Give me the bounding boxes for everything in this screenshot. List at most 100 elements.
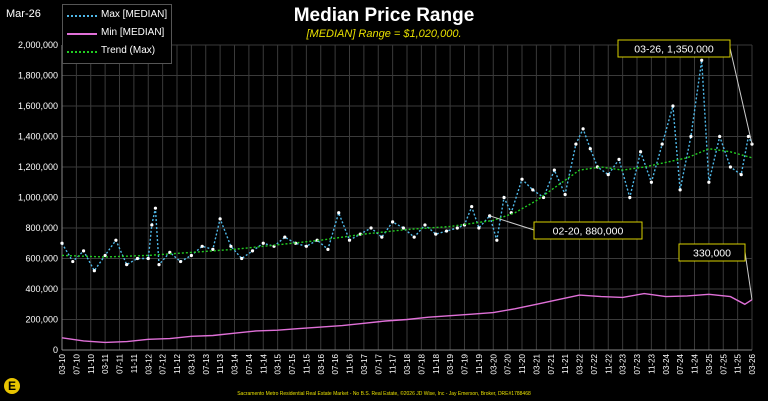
x-tick-label: 11-14	[259, 353, 268, 373]
x-tick-label: 03-17	[360, 353, 369, 374]
data-point	[391, 220, 395, 224]
data-point	[401, 226, 406, 230]
y-tick-label: 1,400,000	[18, 132, 58, 142]
data-point	[520, 177, 524, 181]
data-point	[229, 244, 233, 248]
data-point	[502, 195, 506, 200]
x-tick-label: 11-18	[432, 353, 441, 373]
annotation-label: 330,000	[693, 248, 731, 260]
data-point	[455, 226, 459, 230]
legend-swatch-max	[67, 15, 97, 17]
x-tick-label: 07-19	[461, 353, 470, 374]
data-point	[707, 180, 711, 184]
legend-swatch-trend	[67, 51, 97, 53]
data-point	[628, 195, 632, 200]
data-point	[617, 157, 621, 161]
x-tick-label: 07-24	[676, 353, 685, 374]
x-tick-label: 07-18	[417, 353, 426, 374]
data-point	[157, 263, 161, 267]
x-tick-label: 11-25	[734, 353, 743, 373]
data-point	[739, 173, 743, 177]
data-point	[304, 244, 308, 248]
data-point	[531, 188, 535, 192]
data-point	[135, 256, 140, 261]
x-tick-label: 03-22	[576, 353, 585, 374]
axes: 0 200,000 400,000 600,000 800,000 1,000,000 1,…	[18, 40, 757, 374]
x-tick-label: 03-24	[662, 353, 671, 374]
data-point	[488, 214, 492, 218]
x-tick-label: 03-11	[101, 353, 110, 373]
data-point	[60, 241, 64, 245]
x-tick-label: 07-17	[374, 353, 383, 374]
y-tick-label: 800,000	[25, 223, 58, 233]
x-tick-label: 11-24	[691, 353, 700, 373]
data-point	[380, 235, 384, 239]
y-tick-label: 400,000	[25, 284, 58, 294]
y-tick-label: 1,600,000	[18, 101, 58, 111]
data-point	[444, 229, 449, 233]
data-point	[423, 223, 427, 227]
x-tick-label: 03-26	[748, 353, 757, 374]
data-point	[649, 180, 653, 184]
x-tick-label: 03-12	[144, 353, 153, 374]
data-point	[581, 127, 585, 131]
data-point	[678, 188, 682, 192]
series-layer	[60, 58, 754, 344]
data-point	[81, 249, 86, 253]
x-tick-label: 03-19	[446, 353, 455, 374]
x-tick-label: 03-15	[274, 353, 283, 374]
data-point	[103, 253, 107, 258]
annotation-leader	[744, 251, 753, 300]
x-tick-label: 11-19	[475, 353, 484, 373]
x-tick-label: 07-15	[288, 353, 297, 374]
legend-label-min: Min [MEDIAN]	[101, 27, 165, 38]
data-point	[470, 205, 474, 209]
annotations: 03-26, 1,350,000 02-20, 880,000 330,000	[489, 39, 753, 300]
x-tick-label: 07-13	[202, 353, 211, 374]
data-point	[153, 206, 158, 210]
data-point	[728, 165, 733, 169]
x-tick-label: 11-17	[389, 353, 398, 373]
y-tick-label: 200,000	[25, 315, 58, 325]
y-tick-label: 1,200,000	[18, 162, 58, 172]
x-tick-label: 07-11	[116, 353, 125, 373]
x-tick-label: 03-18	[403, 353, 412, 374]
x-tick-label: 07-16	[331, 353, 340, 374]
x-tick-label: 07-25	[719, 353, 728, 374]
data-point	[240, 256, 244, 261]
date-label: Mar-26	[6, 8, 41, 20]
chart-subtitle: [MEDIAN] Range = $1,020,000.	[306, 28, 462, 40]
data-point	[552, 168, 556, 172]
x-tick-label: 07-12	[159, 353, 168, 374]
data-point	[337, 211, 341, 215]
x-tick-label: 07-22	[590, 353, 599, 374]
legend-item-trend: Trend (Max)	[67, 44, 171, 60]
legend-label-trend: Trend (Max)	[101, 45, 156, 56]
data-point	[114, 238, 118, 242]
x-tick-label: 11-20	[518, 353, 527, 373]
data-point	[495, 238, 499, 242]
data-point	[146, 256, 150, 261]
data-point	[412, 235, 416, 239]
data-point	[150, 223, 154, 227]
data-point	[588, 147, 592, 151]
legend-label-max: Max [MEDIAN]	[101, 9, 168, 20]
x-tick-label: 07-10	[72, 353, 81, 374]
x-tick-label: 03-23	[619, 353, 628, 374]
data-point	[718, 134, 722, 139]
footer-credit: Sacramento Metro Residential Real Estate…	[237, 391, 531, 397]
gridlines	[61, 44, 753, 351]
data-point	[689, 134, 693, 139]
data-point	[326, 247, 330, 251]
x-tick-label: 07-23	[633, 353, 642, 374]
annotation-label: 03-26, 1,350,000	[634, 44, 714, 56]
x-tick-label: 11-16	[346, 353, 355, 373]
x-tick-label: 03-21	[532, 353, 541, 374]
data-point	[638, 150, 643, 154]
x-tick-label: 07-14	[245, 353, 254, 374]
x-tick-label: 03-13	[187, 353, 196, 374]
data-point	[746, 134, 751, 139]
x-tick-label: 11-15	[302, 353, 311, 373]
y-tick-label: 1,000,000	[18, 193, 58, 203]
y-tick-label: 2,000,000	[18, 40, 58, 50]
